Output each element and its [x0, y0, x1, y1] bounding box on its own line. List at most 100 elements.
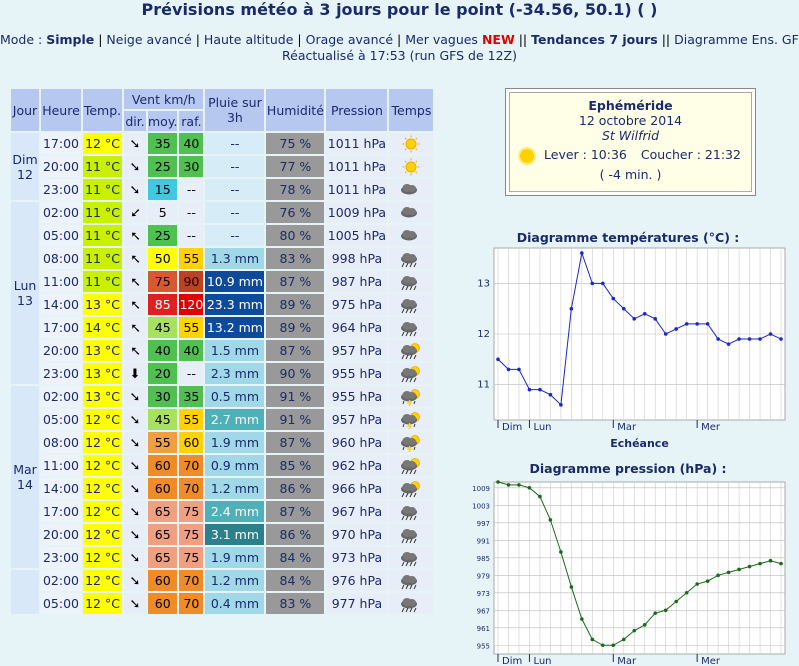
wind-gust-cell: -- — [179, 202, 204, 223]
temp-cell: 13 °C — [83, 294, 122, 315]
humidity-cell: 90 % — [266, 363, 325, 384]
data-point — [496, 357, 500, 362]
wind-dir-cell: ➘ — [124, 593, 146, 614]
table-row: 05:00 12 °C ➘ 45 55 2.7 mm 91 % 957 hPa — [11, 409, 434, 430]
wind-avg-cell: 45 — [148, 409, 178, 430]
data-point — [747, 337, 752, 341]
weather-cell — [389, 409, 434, 430]
weather-cell — [389, 524, 434, 545]
mode-orage[interactable]: Orage avancé — [305, 32, 394, 47]
wind-avg-cell: 60 — [148, 455, 178, 476]
wind-avg-cell: 40 — [148, 340, 178, 361]
data-point — [559, 403, 563, 407]
hour-cell: 17:00 — [41, 133, 81, 154]
rain-icon — [401, 528, 418, 543]
col-jour: Jour — [11, 89, 39, 131]
wind-avg-cell: 45 — [148, 317, 178, 338]
wind-dir-cell: ➘ — [124, 409, 146, 430]
weather-cell — [389, 340, 434, 361]
data-point — [768, 332, 773, 336]
x-axis-label: Echéance — [610, 437, 669, 449]
wind-dir-cell: ➚ — [124, 340, 146, 361]
table-row: 11:00 12 °C ➘ 60 70 0.9 mm 85 % 962 hPa — [11, 455, 434, 476]
table-row: Mar 14 02:00 13 °C ➘ 30 35 0.5 mm 91 % 955 hPa — [11, 386, 434, 568]
rain-cell: 3.1 mm — [205, 524, 265, 545]
y-tick-label: 991 — [477, 537, 490, 545]
hour-cell: 11:00 — [41, 271, 81, 292]
mode-mer-vagues[interactable]: Mer vagues — [405, 32, 478, 47]
data-point — [569, 306, 574, 311]
wind-avg-cell: 65 — [148, 524, 178, 545]
x-day-label: Mar — [617, 422, 637, 433]
x-day-label: Dim — [502, 656, 522, 666]
wind-dir-cell: ➘ — [124, 202, 146, 223]
data-point — [684, 590, 689, 595]
data-point — [538, 494, 542, 499]
rain-cell: 1.5 mm — [205, 340, 265, 361]
wind-dir-cell: ➚ — [124, 225, 146, 246]
humidity-cell: 76 % — [266, 202, 325, 223]
weather-cell — [389, 202, 434, 223]
wind-dir-cell: ➚ — [124, 271, 146, 292]
pressure-cell: 960 hPa — [326, 432, 388, 453]
data-point — [548, 392, 553, 397]
data-point — [601, 281, 605, 286]
cloudy-icon — [401, 206, 418, 217]
col-vent: Vent km/h — [124, 89, 204, 109]
table-row: 17:00 14 °C ➚ 45 55 13.2 mm 89 % 964 hPa — [11, 317, 434, 338]
wind-gust-cell: 60 — [179, 432, 204, 453]
hour-cell: 02:00 — [41, 202, 81, 223]
rain-cell: -- — [205, 156, 265, 177]
rain-cell: 1.9 mm — [205, 432, 265, 453]
mode-simple[interactable]: Simple — [46, 32, 95, 47]
rain-icon — [401, 574, 418, 589]
data-point — [653, 611, 658, 615]
table-row: 20:00 13 °C ➚ 40 40 1.5 mm 87 % 957 hPa — [11, 340, 434, 361]
table-row: 11:00 11 °C ➚ 75 90 10.9 mm 87 % 987 hPa — [11, 271, 434, 292]
ens-link[interactable]: Diagramme Ens. GFS — [674, 32, 799, 47]
mode-neige[interactable]: Neige avancé — [106, 32, 192, 47]
pressure-cell: 955 hPa — [326, 363, 388, 384]
data-point — [695, 582, 699, 586]
mode-haute-altitude[interactable]: Haute altitude — [203, 32, 294, 47]
data-point — [768, 558, 773, 563]
wind-avg-cell: 75 — [148, 271, 178, 292]
humidity-cell: 89 % — [266, 317, 325, 338]
wind-dir-cell: ➚ — [124, 317, 146, 338]
series-line — [497, 481, 782, 646]
col-temps: Temps — [389, 89, 434, 131]
hour-cell: 02:00 — [41, 570, 81, 591]
ephemeride-title: Ephéméride — [588, 98, 673, 113]
data-point — [621, 637, 626, 642]
wind-gust-cell: 70 — [179, 570, 204, 591]
weather-cell — [389, 294, 434, 315]
rain-cell: -- — [205, 179, 265, 200]
pressure-cell: 998 hPa — [326, 248, 388, 269]
wind-dir-cell: ➘ — [124, 133, 146, 154]
wind-gust-cell: -- — [179, 225, 204, 246]
arrow-sw-icon: ➘ — [129, 206, 141, 221]
ephemeride-box: Ephéméride 12 octobre 2014 St Wilfrid Le… — [505, 88, 756, 196]
day-cell: Lun 13 — [11, 202, 39, 384]
hour-cell: 14:00 — [41, 294, 81, 315]
wind-gust-cell: 55 — [179, 409, 204, 430]
data-point — [663, 608, 668, 613]
pressure-cell: 957 hPa — [326, 409, 388, 430]
temp-cell: 11 °C — [83, 225, 122, 246]
rain-sun-icon — [401, 480, 421, 497]
data-point — [716, 337, 720, 341]
temp-cell: 12 °C — [83, 547, 122, 568]
rain-icon — [401, 252, 418, 267]
data-point — [517, 367, 521, 372]
data-point — [674, 599, 678, 604]
data-point — [632, 628, 637, 633]
trend-link[interactable]: Tendances 7 jours — [531, 32, 658, 47]
weather-cell — [389, 179, 434, 200]
temp-cell: 12 °C — [83, 133, 122, 154]
arrow-se-icon: ➘ — [129, 459, 141, 474]
table-row: 20:00 11 °C ➘ 25 30 -- 77 % 1011 hPa — [11, 156, 434, 177]
wind-dir-cell: ➘ — [124, 179, 146, 200]
rain-icon — [401, 505, 418, 520]
data-point — [590, 281, 595, 286]
wind-avg-cell: 60 — [148, 570, 178, 591]
